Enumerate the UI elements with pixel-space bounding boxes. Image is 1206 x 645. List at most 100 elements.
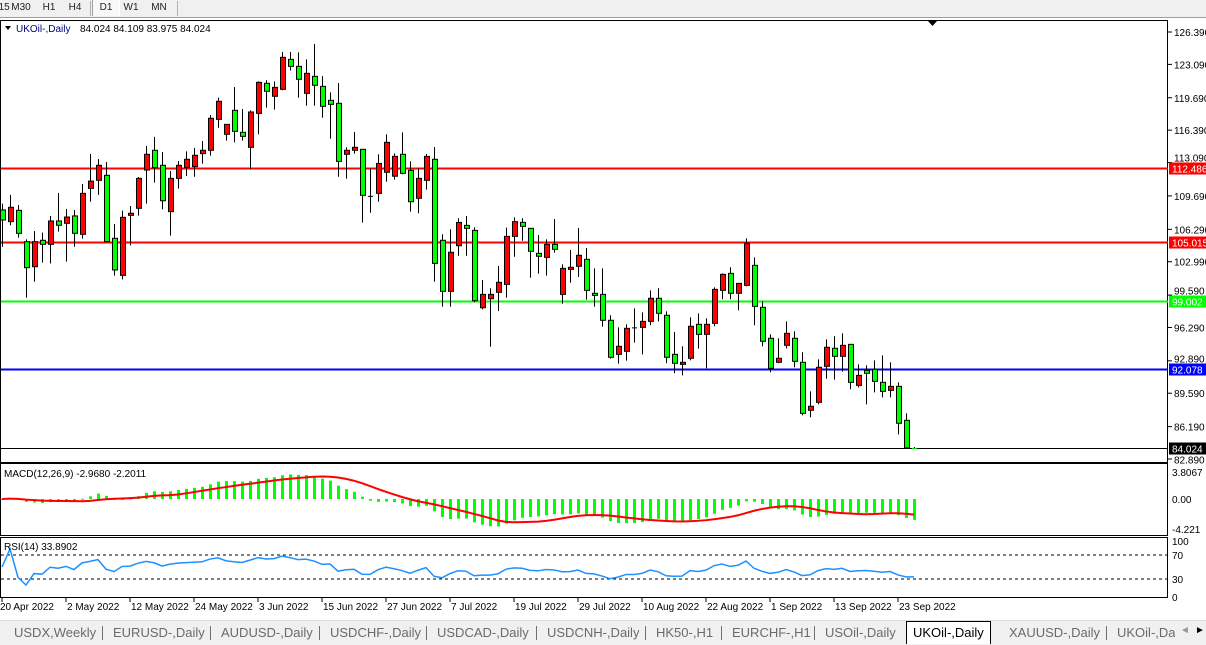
chart-tab[interactable]: USOil-,Daily: [825, 625, 896, 640]
candle-body: [600, 293, 606, 321]
macd-histogram-bar: [97, 493, 100, 499]
timeframe-d1[interactable]: D1: [92, 0, 120, 16]
chart-tab[interactable]: AUDUSD-,Daily: [221, 625, 313, 640]
candle-body: [184, 158, 190, 168]
macd-histogram-bar: [641, 499, 644, 523]
candle: [592, 268, 598, 307]
candle: [144, 145, 150, 204]
macd-histogram-bar: [737, 499, 740, 506]
candle: [208, 114, 214, 156]
macd-histogram-bar: [689, 499, 692, 521]
date-axis-label: 15 Jun 2022: [323, 602, 378, 613]
candle: [272, 81, 278, 110]
candle-body: [128, 212, 134, 216]
candle-body: [80, 192, 86, 235]
candle-body: [296, 65, 302, 80]
candle: [792, 331, 798, 368]
timeframe-w1[interactable]: W1: [123, 2, 139, 13]
candle: [912, 447, 917, 449]
macd-histogram-bar: [289, 474, 292, 499]
candle-body: [688, 325, 694, 359]
candle: [600, 268, 606, 327]
candle: [808, 391, 814, 418]
macd-histogram-bar: [457, 499, 460, 519]
candle-body: [456, 221, 462, 247]
macd-histogram-bar: [513, 499, 516, 521]
macd-histogram-bar: [665, 499, 668, 521]
candle: [640, 312, 646, 355]
chart-tab[interactable]: XAUUSD-,Daily: [1009, 625, 1101, 640]
tab-separator: [102, 626, 103, 640]
candle-body: [616, 345, 622, 355]
candle-body: [312, 75, 318, 86]
price-axis-label: 116.390: [1174, 126, 1206, 137]
macd-signal-line: [1, 475, 915, 524]
timeframe-m30[interactable]: M30: [11, 2, 31, 13]
chart-tab[interactable]: UKOil-,Daily: [906, 621, 991, 644]
timeframe-mn[interactable]: MN: [151, 2, 167, 13]
candle: [776, 338, 782, 364]
candle: [520, 218, 526, 241]
chart-tab[interactable]: HK50-,H1: [656, 625, 714, 640]
macd-histogram-bar: [721, 499, 724, 510]
candle-body: [200, 149, 206, 155]
timeframe-h1[interactable]: H1: [42, 2, 56, 13]
candle: [848, 343, 854, 390]
price-level-label-box: [1169, 295, 1206, 308]
candle: [568, 250, 574, 283]
tab-separator: [319, 626, 320, 640]
candle-body: [320, 85, 326, 107]
candle-body: [288, 58, 294, 67]
candle: [448, 229, 454, 307]
timeframe-h4[interactable]: H4: [68, 2, 82, 13]
macd-histogram-bar: [761, 499, 764, 504]
chart-tab[interactable]: UKOil-,Da: [1117, 625, 1175, 640]
tab-scroll-right-icon[interactable]: ►: [1195, 625, 1205, 636]
rsi-line: [1, 546, 915, 587]
candle: [664, 311, 670, 364]
candle: [0, 203, 6, 247]
macd-histogram-bar: [673, 499, 676, 522]
chart-tab[interactable]: USDCAD-,Daily: [437, 625, 529, 640]
candle: [672, 331, 678, 374]
tab-scroll-left-icon[interactable]: ◄: [1180, 625, 1190, 636]
candle-body: [520, 221, 526, 227]
candle-body: [144, 153, 150, 171]
macd-histogram-bar: [353, 491, 356, 499]
date-axis-label: 23 Sep 2022: [899, 602, 956, 613]
macd-histogram-bar: [505, 499, 508, 524]
macd-histogram-bar: [577, 499, 580, 514]
candle: [304, 59, 310, 106]
candle-body: [720, 273, 726, 291]
candle-body: [400, 153, 406, 174]
chart-tab[interactable]: USDCHF-,Daily: [330, 625, 421, 640]
candle: [616, 327, 622, 364]
chart-tab[interactable]: USDCNH-,Daily: [547, 625, 640, 640]
candle-body: [640, 320, 646, 328]
chart-tab[interactable]: EURUSD-,Daily: [113, 625, 205, 640]
price-axis-label: 96.290: [1174, 323, 1205, 334]
candle-body: [440, 239, 446, 292]
candle: [424, 154, 430, 190]
macd-histogram-bar: [345, 489, 348, 499]
macd-histogram-bar: [609, 499, 612, 522]
candle-body: [152, 149, 158, 169]
chart-tab[interactable]: EURCHF-,H1: [732, 625, 811, 640]
price-level-label-box: [1169, 442, 1206, 455]
macd-histogram-bar: [81, 498, 84, 500]
timeframe-m15[interactable]: M15: [0, 2, 10, 13]
price-chart[interactable]: 126.390 123.090 119.690 116.390 113.090 109.6…: [0, 18, 1206, 620]
chart-shift-marker-icon[interactable]: [928, 21, 937, 26]
macd-histogram-bar: [841, 499, 844, 513]
candle-body: [56, 220, 62, 226]
macd-axis-label: 0.00: [1172, 495, 1192, 506]
candle: [896, 382, 902, 435]
price-level-label-box: [1169, 236, 1206, 249]
collapse-triangle-icon[interactable]: [5, 26, 11, 30]
chart-tab[interactable]: USDX,Weekly: [14, 625, 97, 640]
macd-histogram-bar: [849, 499, 852, 514]
candle-body: [448, 251, 454, 292]
chart-window[interactable]: 126.390 123.090 119.690 116.390 113.090 109.6…: [0, 18, 1206, 620]
macd-histogram-bar: [393, 499, 396, 503]
macd-histogram-bar: [465, 499, 468, 519]
